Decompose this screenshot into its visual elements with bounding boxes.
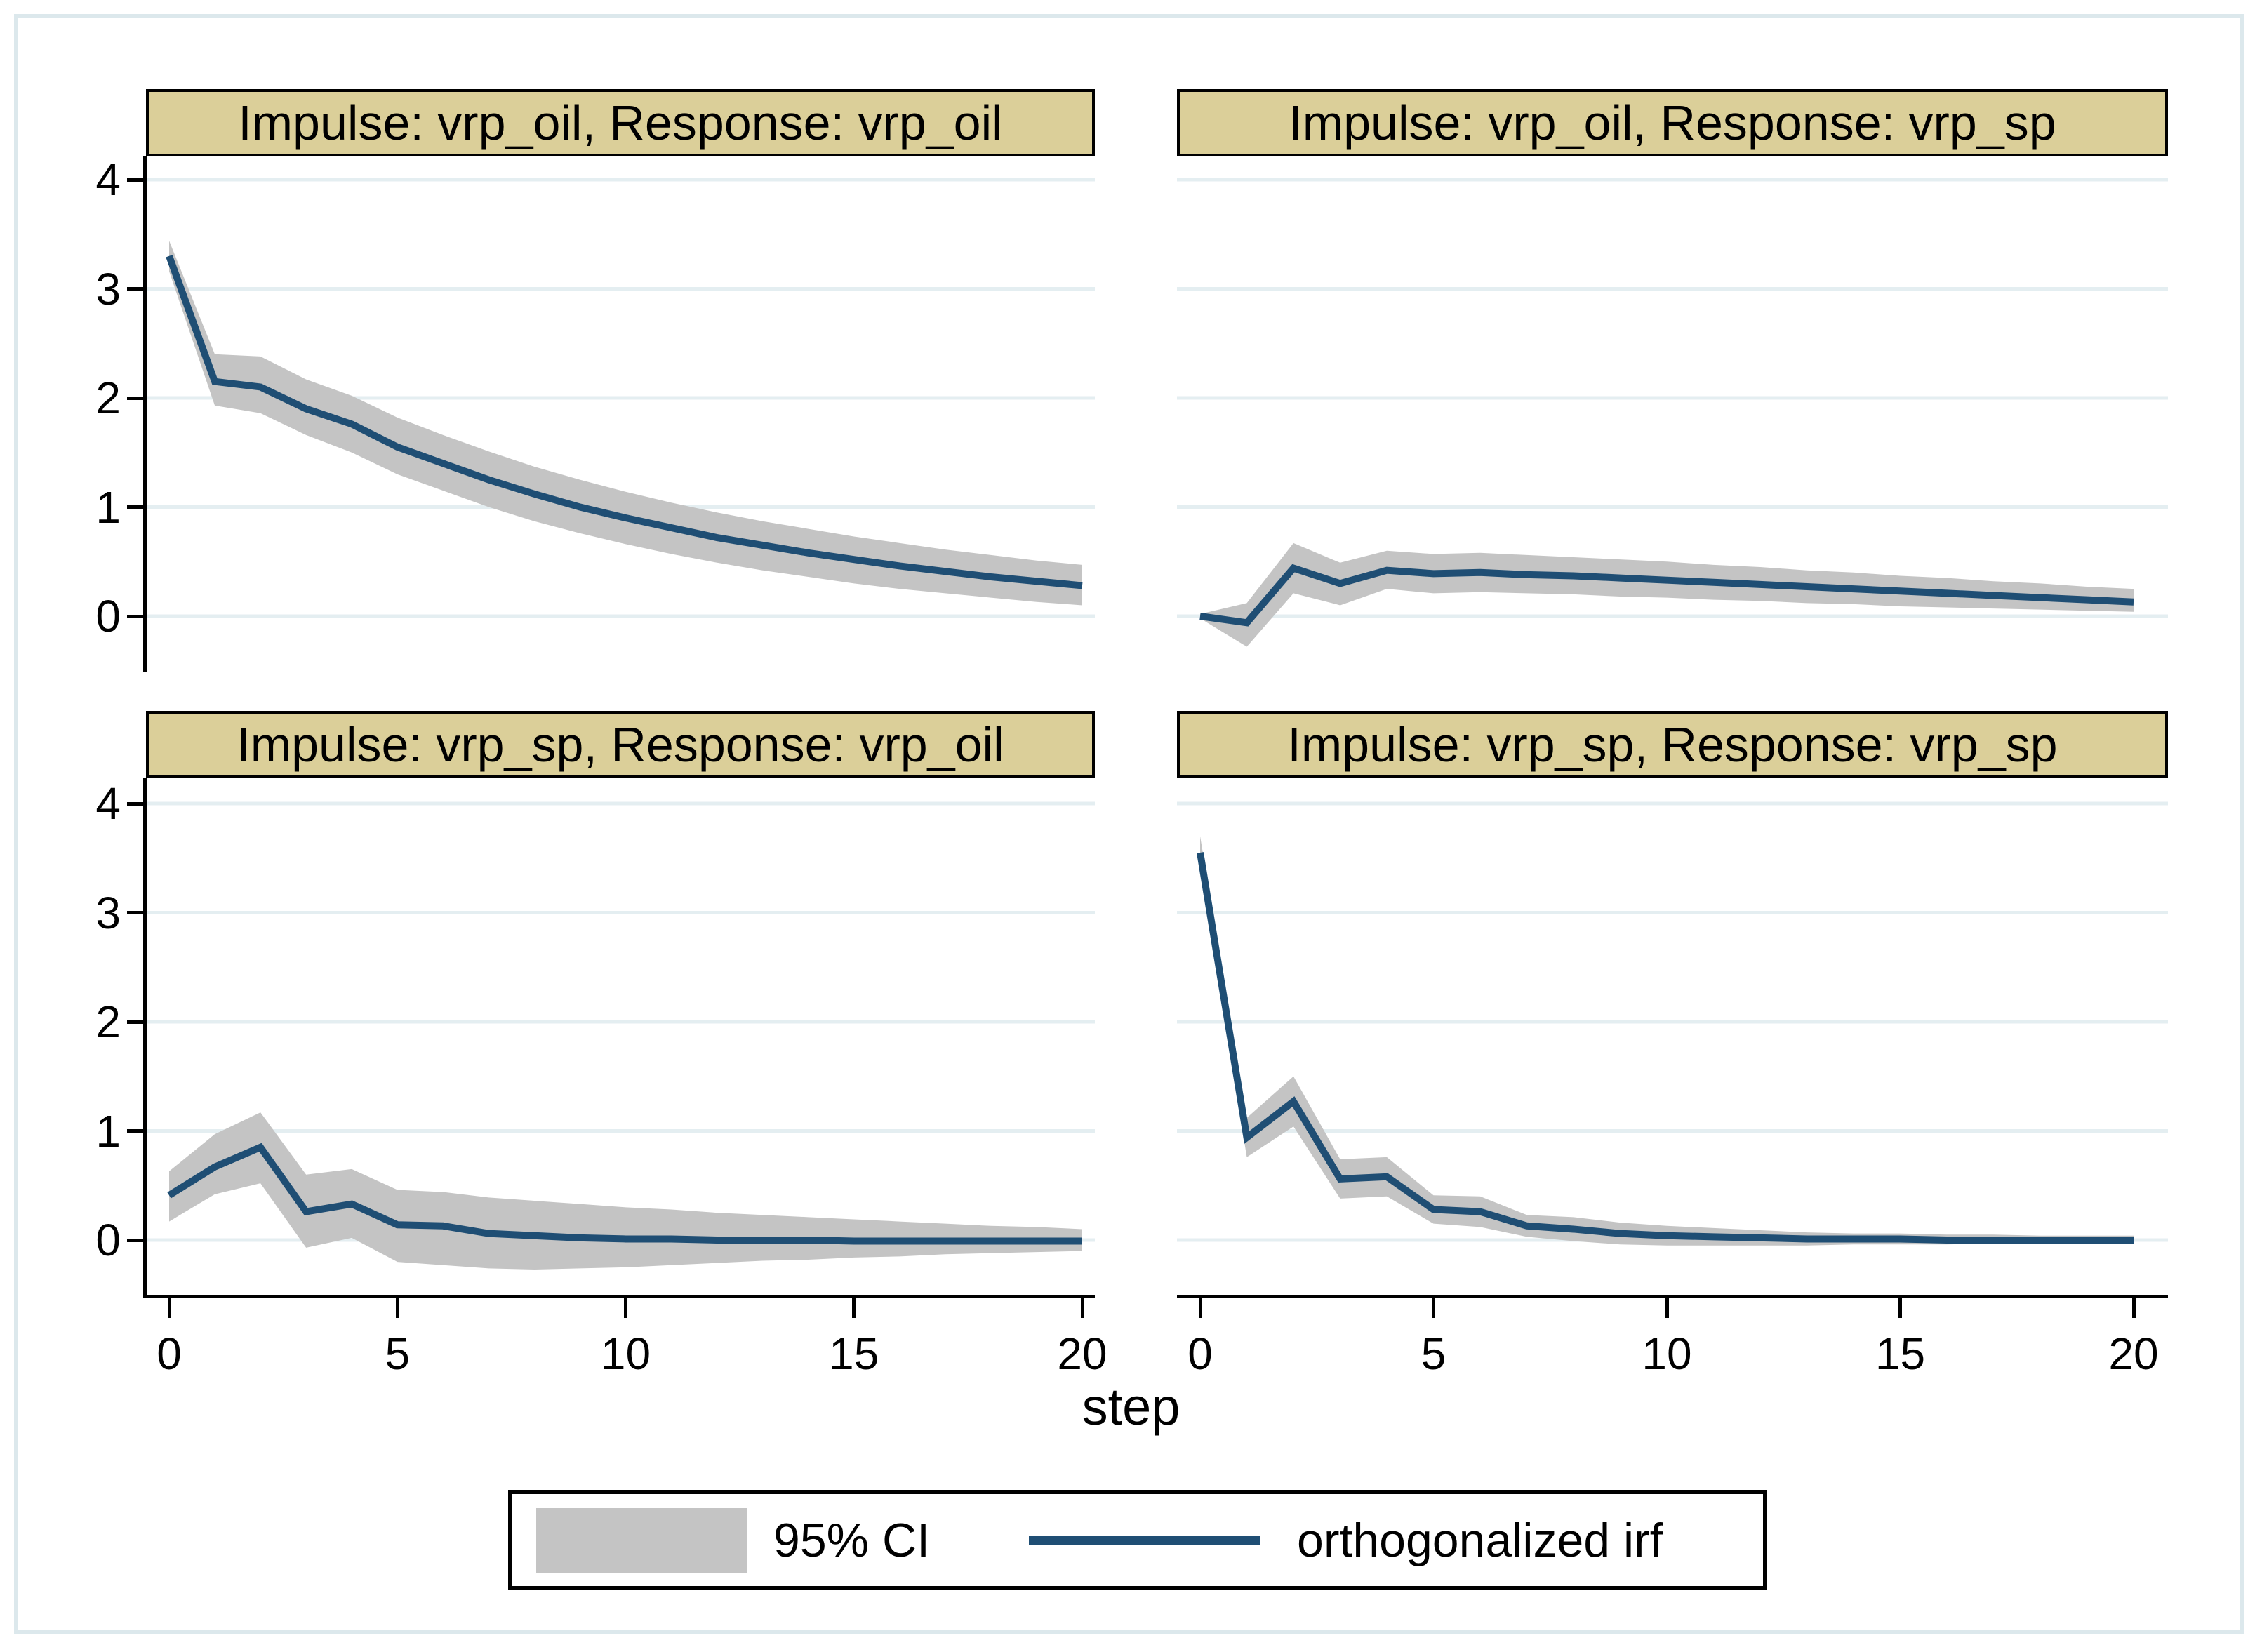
x-tick [1080, 1298, 1084, 1318]
x-tick [1665, 1298, 1669, 1318]
figure-border [14, 14, 2244, 1634]
irf-plot-sp-oil [146, 801, 1095, 1270]
y-tick [127, 1020, 145, 1024]
x-axis-line-left [143, 1295, 1095, 1298]
y-tick-label: 0 [95, 1215, 121, 1265]
irf-line [1197, 852, 2134, 1244]
irf-plot-sp-sp [1177, 801, 2168, 1246]
x-tick [1432, 1298, 1435, 1318]
ci-band [169, 1112, 1082, 1270]
y-tick-label: 1 [95, 481, 121, 533]
y-tick-label: 4 [95, 154, 121, 205]
y-axis-line-top [143, 156, 147, 672]
x-tick-label: 10 [600, 1328, 651, 1379]
y-tick-label: 2 [95, 997, 121, 1047]
irf-legend-label: orthogonalized irf [1297, 1513, 1663, 1567]
y-tick [127, 1129, 145, 1133]
y-axis-line-bottom [143, 778, 147, 1298]
x-tick-label: 5 [385, 1328, 411, 1379]
irf-line [166, 255, 1083, 589]
y-tick-label: 3 [95, 887, 121, 938]
y-tick [127, 801, 145, 806]
y-tick [127, 396, 145, 400]
x-tick [167, 1298, 171, 1318]
ci-band [169, 241, 1082, 606]
ci-band-swatch [536, 1508, 747, 1573]
y-tick-label: 4 [95, 778, 121, 829]
x-tick-label: 15 [1875, 1328, 1926, 1379]
x-tick [1898, 1298, 1902, 1318]
x-tick-label: 0 [1187, 1328, 1213, 1379]
irf-line-sample [1029, 1536, 1260, 1545]
ci-legend-label: 95% CI [773, 1513, 930, 1567]
x-axis-title: step [1082, 1378, 1180, 1436]
panel-title-sp-sp: Impulse: vrp_sp, Response: vrp_sp [1177, 711, 2168, 778]
ci-band [1200, 836, 2134, 1246]
y-tick-label: 1 [95, 1105, 121, 1157]
y-tick [127, 1238, 145, 1242]
irf-plot-oil-sp [1177, 178, 2168, 647]
panel-title-oil-sp: Impulse: vrp_oil, Response: vrp_sp [1177, 89, 2168, 156]
panel-title-sp-oil: Impulse: vrp_sp, Response: vrp_oil [146, 711, 1095, 778]
x-tick-label: 15 [829, 1328, 879, 1379]
panel-title-oil-oil: Impulse: vrp_oil, Response: vrp_oil [146, 89, 1095, 156]
y-tick-label: 0 [95, 591, 121, 641]
x-tick-label: 5 [1421, 1328, 1446, 1379]
y-tick-label: 2 [95, 373, 121, 423]
x-tick [395, 1298, 399, 1318]
x-tick [852, 1298, 856, 1318]
x-tick-label: 0 [157, 1328, 182, 1379]
legend: 95% CI orthogonalized irf [508, 1490, 1767, 1590]
y-tick [127, 178, 145, 182]
x-tick-label: 10 [1642, 1328, 1692, 1379]
y-tick [127, 614, 145, 618]
y-tick [127, 287, 145, 291]
x-tick [1198, 1298, 1202, 1318]
y-tick [127, 911, 145, 914]
x-tick-label: 20 [1057, 1328, 1107, 1379]
ci-band [1200, 542, 2134, 647]
irf-line [167, 1143, 1082, 1245]
x-tick [624, 1298, 627, 1318]
y-tick-label: 3 [95, 263, 121, 314]
irf-plot-oil-oil [146, 178, 1095, 618]
x-tick [2131, 1298, 2136, 1318]
y-tick [127, 505, 145, 509]
irf-line [1199, 564, 2134, 627]
x-axis-line-right [1177, 1295, 2168, 1298]
x-tick-label: 20 [2108, 1328, 2159, 1379]
